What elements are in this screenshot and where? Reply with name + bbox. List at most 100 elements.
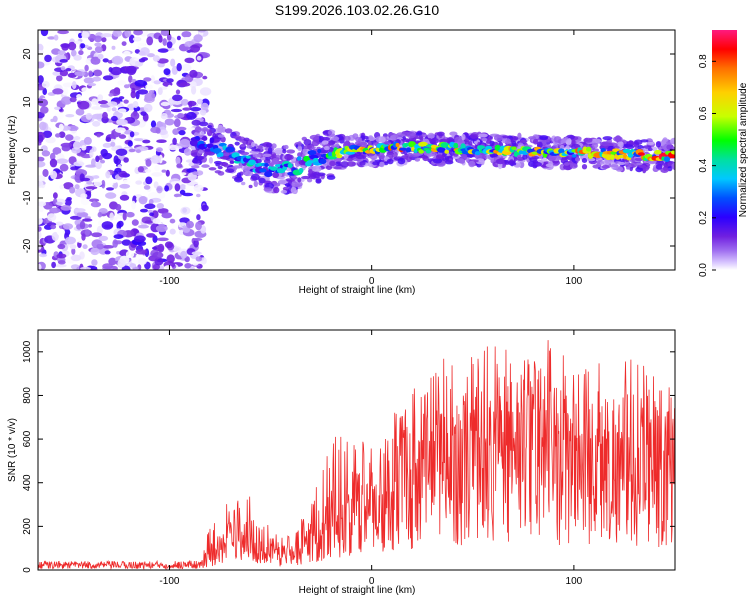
halo-blob [405, 139, 410, 143]
noise-blob [80, 177, 91, 182]
noise-blob [79, 220, 86, 230]
noise-blob [41, 81, 50, 88]
snr-x-tick-label: 0 [369, 576, 375, 587]
noise-blob [187, 127, 196, 131]
noise-blob [166, 41, 173, 49]
noise-blob [73, 197, 78, 201]
signal-blob [225, 146, 235, 153]
signal-blob [336, 154, 343, 159]
halo-blob [321, 140, 329, 145]
noise-blob [143, 185, 151, 190]
noise-blob [155, 127, 161, 134]
halo-blob [236, 172, 242, 179]
halo-blob [297, 141, 302, 147]
noise-blob [195, 256, 203, 262]
halo-blob [416, 132, 422, 136]
noise-blob [52, 115, 58, 123]
noise-blob [67, 125, 79, 131]
noise-blob [115, 148, 128, 156]
noise-blob [57, 243, 66, 250]
noise-blob [57, 30, 69, 35]
noise-blob [172, 94, 183, 102]
halo-blob [290, 187, 297, 194]
halo-blob [194, 126, 202, 133]
spectrogram-y-tick-label: -20 [22, 238, 33, 253]
noise-blob [189, 44, 201, 53]
signal-blob [399, 147, 407, 151]
halo-blob [378, 136, 386, 143]
halo-blob [625, 145, 635, 150]
noise-blob [91, 232, 103, 238]
noise-blob [112, 239, 118, 248]
noise-blob [185, 159, 194, 163]
halo-blob [267, 147, 273, 154]
noise-blob [105, 192, 117, 199]
noise-blob [180, 250, 188, 259]
noise-blob [168, 144, 179, 151]
signal-blob [622, 148, 632, 154]
halo-blob [200, 128, 210, 132]
noise-blob [193, 34, 203, 43]
signal-blob [209, 137, 215, 144]
noise-blob [164, 118, 175, 126]
noise-blob [137, 166, 144, 173]
noise-blob [82, 218, 93, 222]
noise-blob [73, 208, 86, 213]
noise-blob [110, 141, 116, 147]
noise-blob [101, 221, 114, 230]
halo-blob [378, 153, 385, 160]
noise-blob [102, 263, 113, 270]
noise-blob [134, 79, 147, 87]
halo-blob [307, 178, 313, 183]
noise-blob [202, 75, 208, 80]
snr-y-tick-label: 200 [22, 518, 33, 535]
halo-blob [532, 161, 543, 167]
noise-blob [163, 68, 171, 76]
halo-blob [201, 164, 210, 168]
halo-blob [600, 161, 605, 165]
halo-blob [208, 167, 217, 171]
noise-blob [95, 161, 102, 170]
noise-blob [180, 172, 187, 176]
noise-blob [61, 96, 72, 105]
signal-blob [623, 153, 628, 160]
noise-blob [57, 260, 66, 265]
noise-blob [38, 156, 45, 162]
noise-blob [189, 266, 195, 270]
noise-blob [138, 224, 149, 229]
noise-blob [144, 169, 152, 173]
signal-blob [460, 143, 466, 150]
noise-blob [125, 65, 137, 74]
halo-blob [217, 127, 224, 133]
noise-blob [184, 263, 192, 269]
halo-blob [257, 145, 263, 149]
halo-blob [569, 163, 578, 169]
halo-blob [280, 189, 288, 194]
noise-blob [138, 257, 147, 266]
noise-blob [111, 55, 124, 65]
noise-blob [135, 180, 143, 185]
noise-blob [123, 50, 131, 56]
signal-blob [637, 152, 645, 156]
noise-blob [102, 58, 109, 63]
halo-blob [553, 136, 562, 143]
noise-blob [90, 56, 101, 65]
noise-blob [70, 254, 82, 262]
noise-blob [96, 133, 101, 138]
halo-blob [528, 161, 536, 167]
noise-blob [173, 193, 182, 198]
noise-blob [92, 120, 101, 127]
halo-blob [468, 160, 476, 168]
noise-blob [59, 184, 64, 190]
noise-blob [172, 128, 180, 135]
halo-blob [240, 151, 250, 156]
halo-blob [286, 149, 296, 154]
colorbar-ticks: 0.0 0.2 0.4 0.6 0.8 [698, 54, 716, 277]
halo-blob [271, 158, 280, 165]
noise-blob [140, 208, 148, 213]
halo-blob [272, 182, 281, 187]
noise-blob [105, 182, 114, 186]
noise-blob [158, 35, 163, 43]
noise-blob [81, 145, 87, 151]
